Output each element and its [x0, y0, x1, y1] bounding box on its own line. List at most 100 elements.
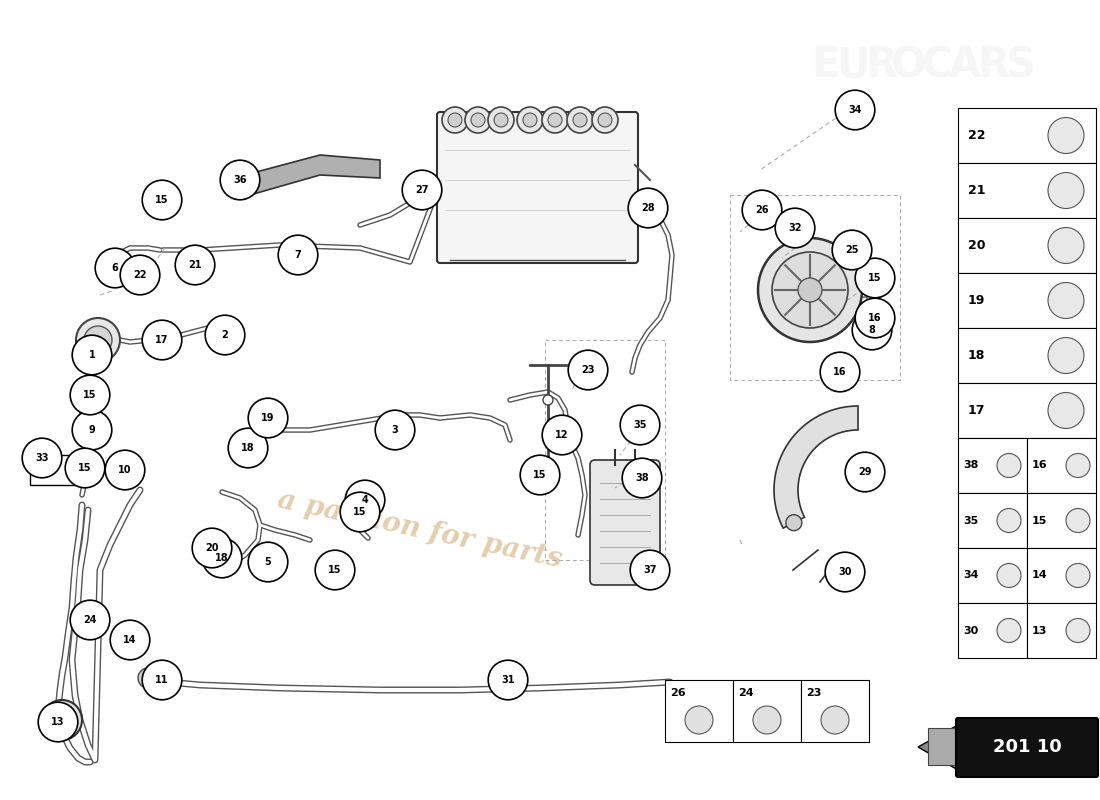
Circle shape [228, 428, 267, 468]
Text: 37: 37 [644, 565, 657, 575]
Circle shape [316, 550, 355, 590]
Text: 19: 19 [968, 294, 986, 307]
FancyBboxPatch shape [801, 680, 869, 742]
Circle shape [142, 660, 182, 700]
Text: 24: 24 [738, 688, 754, 698]
Polygon shape [918, 725, 958, 770]
Text: O: O [891, 44, 926, 86]
Circle shape [494, 113, 508, 127]
Circle shape [278, 235, 318, 274]
Circle shape [1066, 509, 1090, 533]
Circle shape [623, 458, 662, 498]
Circle shape [91, 355, 104, 369]
Polygon shape [245, 155, 380, 195]
Circle shape [821, 352, 860, 392]
FancyBboxPatch shape [928, 728, 956, 765]
Text: 18: 18 [968, 349, 986, 362]
Text: 38: 38 [962, 461, 978, 470]
Circle shape [798, 278, 822, 302]
Text: 15: 15 [84, 390, 97, 400]
Text: R: R [977, 44, 1009, 86]
Circle shape [620, 405, 660, 445]
Text: a passion for parts: a passion for parts [275, 486, 564, 574]
Circle shape [142, 320, 182, 360]
Circle shape [1048, 338, 1084, 374]
Circle shape [772, 252, 848, 328]
Circle shape [56, 714, 68, 726]
Text: 33: 33 [35, 453, 48, 463]
Circle shape [120, 255, 160, 295]
Text: 29: 29 [858, 467, 871, 477]
Circle shape [821, 706, 849, 734]
Circle shape [566, 107, 593, 133]
Text: 22: 22 [968, 129, 986, 142]
Text: 36: 36 [233, 175, 246, 185]
Circle shape [835, 90, 874, 130]
Circle shape [520, 455, 560, 494]
FancyBboxPatch shape [590, 460, 660, 585]
Circle shape [403, 170, 442, 210]
Text: 35: 35 [634, 420, 647, 430]
Text: 15: 15 [328, 565, 342, 575]
Circle shape [1048, 118, 1084, 154]
Circle shape [488, 107, 514, 133]
FancyBboxPatch shape [1027, 548, 1096, 603]
Text: 21: 21 [188, 260, 201, 270]
Text: 7: 7 [295, 250, 301, 260]
FancyBboxPatch shape [958, 218, 1096, 273]
Text: 3: 3 [392, 425, 398, 435]
Text: 23: 23 [581, 365, 595, 375]
Circle shape [997, 454, 1021, 478]
Text: 23: 23 [806, 688, 822, 698]
Circle shape [754, 706, 781, 734]
FancyBboxPatch shape [958, 603, 1027, 658]
Circle shape [548, 113, 562, 127]
FancyBboxPatch shape [437, 112, 638, 263]
Circle shape [786, 215, 800, 229]
Circle shape [465, 107, 491, 133]
Text: A: A [949, 44, 981, 86]
Circle shape [1048, 227, 1084, 263]
Text: 13: 13 [1032, 626, 1047, 635]
Text: 17: 17 [968, 404, 986, 417]
Circle shape [70, 375, 110, 414]
Circle shape [202, 538, 242, 578]
Circle shape [598, 113, 612, 127]
Text: 2: 2 [221, 330, 229, 340]
Circle shape [569, 350, 608, 390]
Circle shape [573, 113, 587, 127]
FancyBboxPatch shape [958, 493, 1027, 548]
FancyBboxPatch shape [1027, 438, 1096, 493]
Circle shape [442, 107, 468, 133]
Text: C: C [922, 44, 953, 86]
Circle shape [997, 509, 1021, 533]
Circle shape [22, 438, 62, 478]
Text: 20: 20 [206, 543, 219, 553]
Circle shape [542, 107, 568, 133]
Text: 15: 15 [534, 470, 547, 480]
Text: 15: 15 [353, 507, 366, 517]
Circle shape [766, 210, 780, 224]
Circle shape [345, 480, 385, 520]
Circle shape [340, 492, 379, 532]
Circle shape [592, 107, 618, 133]
Circle shape [1066, 563, 1090, 587]
Circle shape [73, 335, 112, 374]
Text: 26: 26 [756, 205, 769, 215]
Circle shape [76, 318, 120, 362]
Text: R: R [865, 44, 898, 86]
Text: 28: 28 [641, 203, 654, 213]
FancyBboxPatch shape [958, 328, 1096, 383]
Circle shape [543, 395, 553, 405]
FancyBboxPatch shape [958, 273, 1096, 328]
FancyBboxPatch shape [958, 548, 1027, 603]
Text: 12: 12 [556, 430, 569, 440]
Circle shape [833, 230, 872, 270]
FancyBboxPatch shape [1027, 603, 1096, 658]
Circle shape [852, 310, 892, 350]
Circle shape [1066, 454, 1090, 478]
Text: 16: 16 [1032, 461, 1047, 470]
Circle shape [50, 708, 74, 732]
FancyBboxPatch shape [733, 680, 801, 742]
Text: 35: 35 [962, 515, 978, 526]
